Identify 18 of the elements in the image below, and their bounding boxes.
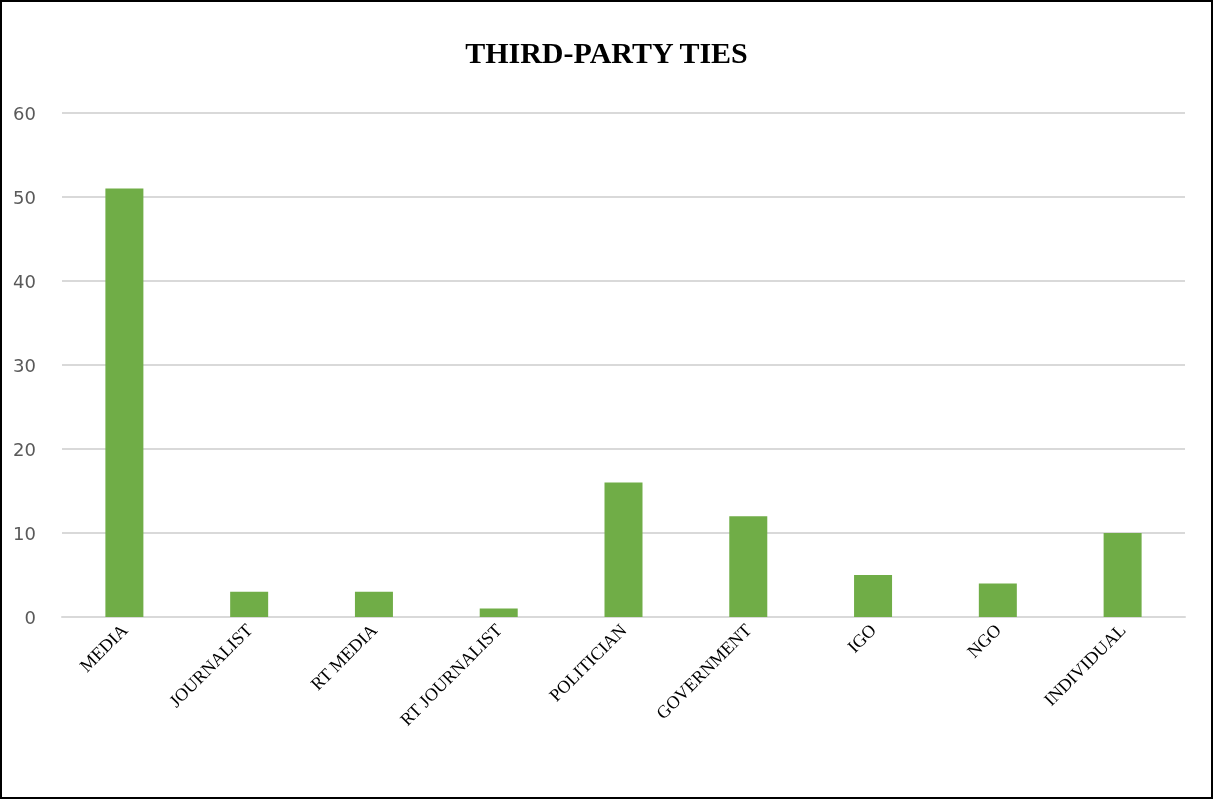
y-tick-label: 40 [13,270,36,292]
bar [1103,533,1142,617]
x-tick-label: IGO [843,619,881,657]
bar [978,583,1017,617]
bar [854,575,893,617]
bar [729,516,768,617]
y-tick-label: 30 [13,354,36,376]
bar [479,608,518,617]
y-tick-label: 0 [24,606,36,628]
y-tick-label: 10 [13,522,36,544]
y-tick-label: 60 [13,102,36,124]
bar [105,188,144,617]
bar [354,591,393,617]
y-tick-label: 20 [13,438,36,460]
y-tick-label: 50 [13,186,36,208]
bar [230,591,269,617]
chart-title: THIRD-PARTY TIES [465,35,748,69]
bar [604,482,643,617]
